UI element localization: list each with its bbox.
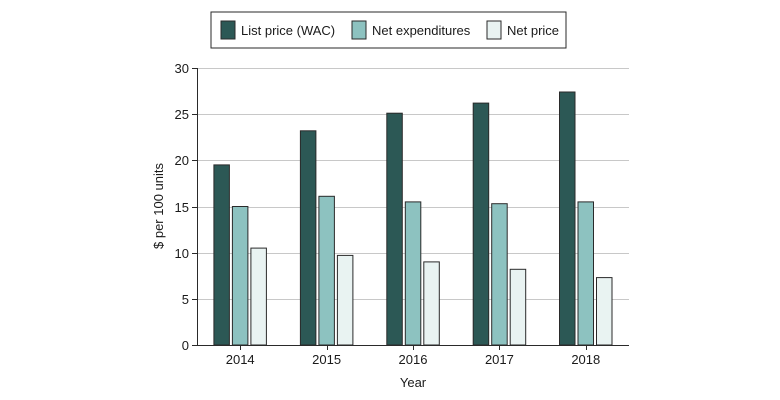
legend-swatch [220, 20, 236, 40]
bar-net-price-2015 [336, 254, 354, 346]
x-tick-label: 2018 [571, 352, 600, 367]
bar-list-price-wac-2014 [213, 164, 230, 346]
bar-net-price-2016 [423, 261, 440, 346]
y-tick-label: 5 [182, 292, 189, 307]
x-tick-label: 2017 [485, 352, 514, 367]
y-tick-label: 15 [175, 200, 189, 215]
bar-net-expenditures-2015 [318, 195, 335, 346]
bar-net-expenditures-2016 [404, 201, 422, 346]
bar-net-expenditures-2014 [231, 206, 249, 346]
legend: List price (WAC) Net expenditures Net pric… [210, 11, 567, 49]
legend-frame [210, 11, 567, 49]
bar-net-price-2017 [509, 268, 527, 346]
y-tick-label: 10 [175, 246, 189, 261]
y-tick-label: 25 [175, 107, 189, 122]
bars [213, 91, 613, 346]
y-tick-label: 0 [182, 338, 189, 353]
legend-label: Net expenditures [372, 23, 471, 38]
bar-net-expenditures-2018 [577, 201, 594, 346]
bar-list-price-wac-2015 [299, 130, 317, 346]
x-tick-label: 2014 [226, 352, 255, 367]
bar-net-price-2014 [250, 247, 267, 346]
legend-label: List price (WAC) [241, 23, 335, 38]
y-axis-title: $ per 100 units [151, 163, 166, 250]
legend-swatch [351, 20, 367, 40]
bar-list-price-wac-2017 [472, 102, 490, 346]
gridlines [197, 68, 629, 300]
bar-net-expenditures-2017 [491, 203, 508, 346]
y-tick-labels: 0 5 10 15 20 25 30 [175, 61, 197, 353]
y-tick-label: 30 [175, 61, 189, 76]
x-tick-label: 2015 [312, 352, 341, 367]
bar-net-price-2018 [596, 277, 613, 346]
bar-list-price-wac-2018 [559, 91, 576, 346]
y-tick-label: 20 [175, 153, 189, 168]
legend-swatch [486, 20, 502, 40]
bar-list-price-wac-2016 [386, 112, 403, 346]
x-tick-labels: 2014 2015 2016 2017 2018 [226, 345, 600, 367]
x-tick-label: 2016 [399, 352, 428, 367]
legend-label: Net price [507, 23, 559, 38]
x-axis-title: Year [400, 375, 427, 390]
